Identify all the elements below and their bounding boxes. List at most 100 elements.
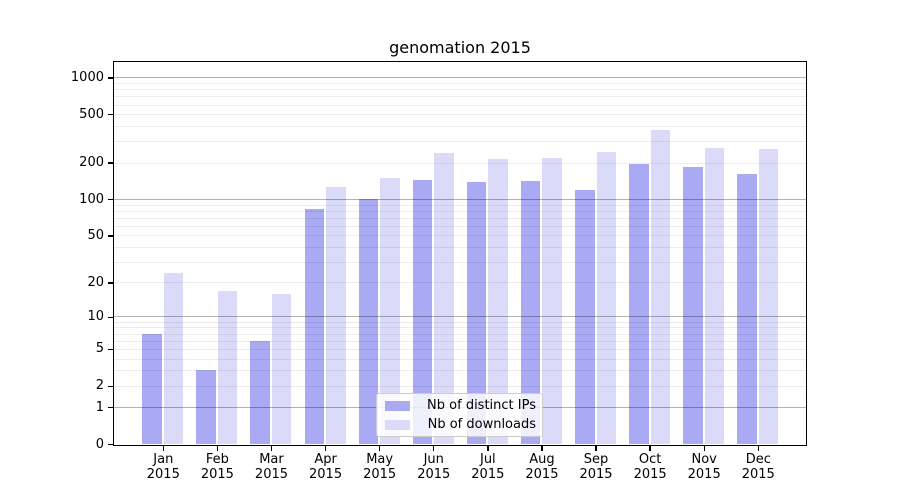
x-tick-mark: [216, 446, 219, 451]
y-tick-mark: [107, 114, 113, 116]
x-tick-year: 2015: [741, 466, 775, 482]
x-tick-month: Dec: [745, 452, 771, 467]
bar-downloads-apr: [326, 187, 346, 444]
x-tick-mark: [162, 446, 164, 451]
y-tick-label: 1000: [70, 70, 104, 85]
x-tick-year: 2015: [579, 466, 613, 482]
legend-item-downloads: Nb of downloads: [385, 417, 536, 433]
x-tick-year: 2015: [363, 466, 397, 482]
x-tick-mark: [757, 446, 759, 451]
y-tick-label: 2: [95, 378, 104, 394]
x-tick-year: 2015: [471, 466, 505, 482]
x-tick-month: Oct: [638, 452, 662, 467]
x-tick-month: Jan: [153, 452, 174, 467]
legend-swatch-downloads: [385, 419, 410, 430]
y-tick-mark: [107, 316, 113, 318]
bar-distinct-ips-may: [358, 198, 379, 444]
bar-distinct-ips-nov: [683, 166, 703, 444]
y-tick-label: 500: [79, 106, 104, 122]
x-tick-label-oct: Oct 2015: [622, 452, 678, 482]
bar-downloads-oct: [650, 130, 671, 444]
bar-distinct-ips-apr: [304, 208, 325, 444]
bar-distinct-ips-jun: [412, 179, 433, 444]
x-tick-label-may: May 2015: [352, 452, 408, 482]
y-tick-label: 1: [95, 399, 104, 415]
x-tick-label-jul: Jul 2015: [460, 452, 516, 482]
x-tick-mark: [595, 446, 597, 451]
x-tick-year: 2015: [146, 466, 180, 482]
x-tick-mark: [487, 446, 489, 451]
x-tick-year: 2015: [687, 466, 721, 482]
bar-downloads-jan: [163, 273, 184, 444]
y-tick-mark: [107, 162, 113, 164]
bar-downloads-jun: [434, 152, 454, 444]
legend-label-downloads: Nb of downloads: [427, 417, 536, 432]
x-tick-month: Nov: [691, 452, 717, 467]
bar-distinct-ips-jan: [142, 333, 162, 444]
x-tick-label-dec: Dec 2015: [730, 452, 786, 482]
bar-distinct-ips-mar: [250, 340, 270, 444]
x-tick-month: Apr: [314, 452, 337, 467]
bar-distinct-ips-dec: [737, 174, 757, 444]
y-tick-label: 200: [79, 155, 104, 171]
y-tick-mark: [107, 198, 113, 201]
y-tick-label: 20: [87, 274, 104, 290]
x-tick-month: Feb: [205, 452, 229, 467]
x-tick-month: Jul: [479, 452, 496, 467]
x-tick-month: Mar: [259, 452, 284, 467]
legend: Nb of distinct IPs Nb of downloads: [376, 393, 543, 437]
bar-downloads-aug: [542, 157, 562, 444]
legend-item-distinct-ips: Nb of distinct IPs: [385, 398, 536, 414]
x-tick-mark: [378, 446, 381, 451]
x-tick-mark: [324, 446, 327, 451]
y-tick-label: 50: [87, 227, 104, 243]
y-tick-label: 100: [79, 191, 104, 207]
x-tick-month: May: [366, 452, 394, 467]
x-tick-month: Aug: [529, 452, 555, 467]
x-tick-year: 2015: [417, 466, 451, 482]
bars-layer: [114, 62, 806, 445]
y-tick-mark: [107, 282, 113, 284]
bar-downloads-sep: [596, 151, 617, 444]
y-tick-mark: [107, 348, 113, 351]
plot-area: [113, 61, 807, 446]
bar-distinct-ips-jul: [466, 182, 487, 444]
y-tick-label: 5: [95, 341, 104, 357]
x-tick-mark: [541, 446, 543, 451]
bar-downloads-dec: [758, 149, 779, 444]
x-tick-month: Sep: [583, 452, 609, 467]
y-tick-mark: [107, 235, 113, 237]
x-tick-label-jan: Jan 2015: [135, 452, 191, 482]
bar-distinct-ips-feb: [196, 370, 216, 444]
bar-downloads-feb: [217, 290, 238, 444]
y-tick-mark: [107, 407, 113, 409]
x-tick-year: 2015: [254, 466, 289, 482]
x-tick-year: 2015: [200, 466, 234, 482]
x-tick-label-jun: Jun 2015: [406, 452, 462, 482]
x-tick-label-nov: Nov 2015: [676, 452, 732, 482]
x-tick-label-apr: Apr 2015: [298, 452, 354, 482]
bar-distinct-ips-oct: [629, 163, 649, 444]
x-tick-mark: [270, 446, 273, 451]
bar-downloads-mar: [271, 293, 292, 444]
x-tick-mark: [703, 446, 705, 451]
bar-distinct-ips-aug: [520, 181, 541, 444]
x-tick-year: 2015: [309, 466, 343, 482]
x-tick-label-feb: Feb 2015: [189, 452, 245, 482]
bar-downloads-may: [380, 177, 400, 444]
bar-downloads-jul: [488, 158, 508, 444]
legend-label-distinct-ips: Nb of distinct IPs: [427, 398, 536, 413]
x-tick-year: 2015: [633, 466, 667, 482]
x-tick-year: 2015: [525, 466, 559, 482]
y-tick-mark: [107, 385, 113, 387]
x-tick-mark: [649, 446, 651, 451]
chart-title: genomation 2015: [389, 38, 531, 57]
x-tick-label-sep: Sep 2015: [568, 452, 624, 482]
y-tick-label: 10: [87, 309, 104, 325]
bar-distinct-ips-sep: [575, 189, 595, 444]
y-tick-label: 0: [95, 436, 104, 452]
x-tick-label-aug: Aug 2015: [514, 452, 570, 482]
y-tick-mark: [107, 443, 113, 446]
bar-downloads-nov: [704, 148, 725, 444]
